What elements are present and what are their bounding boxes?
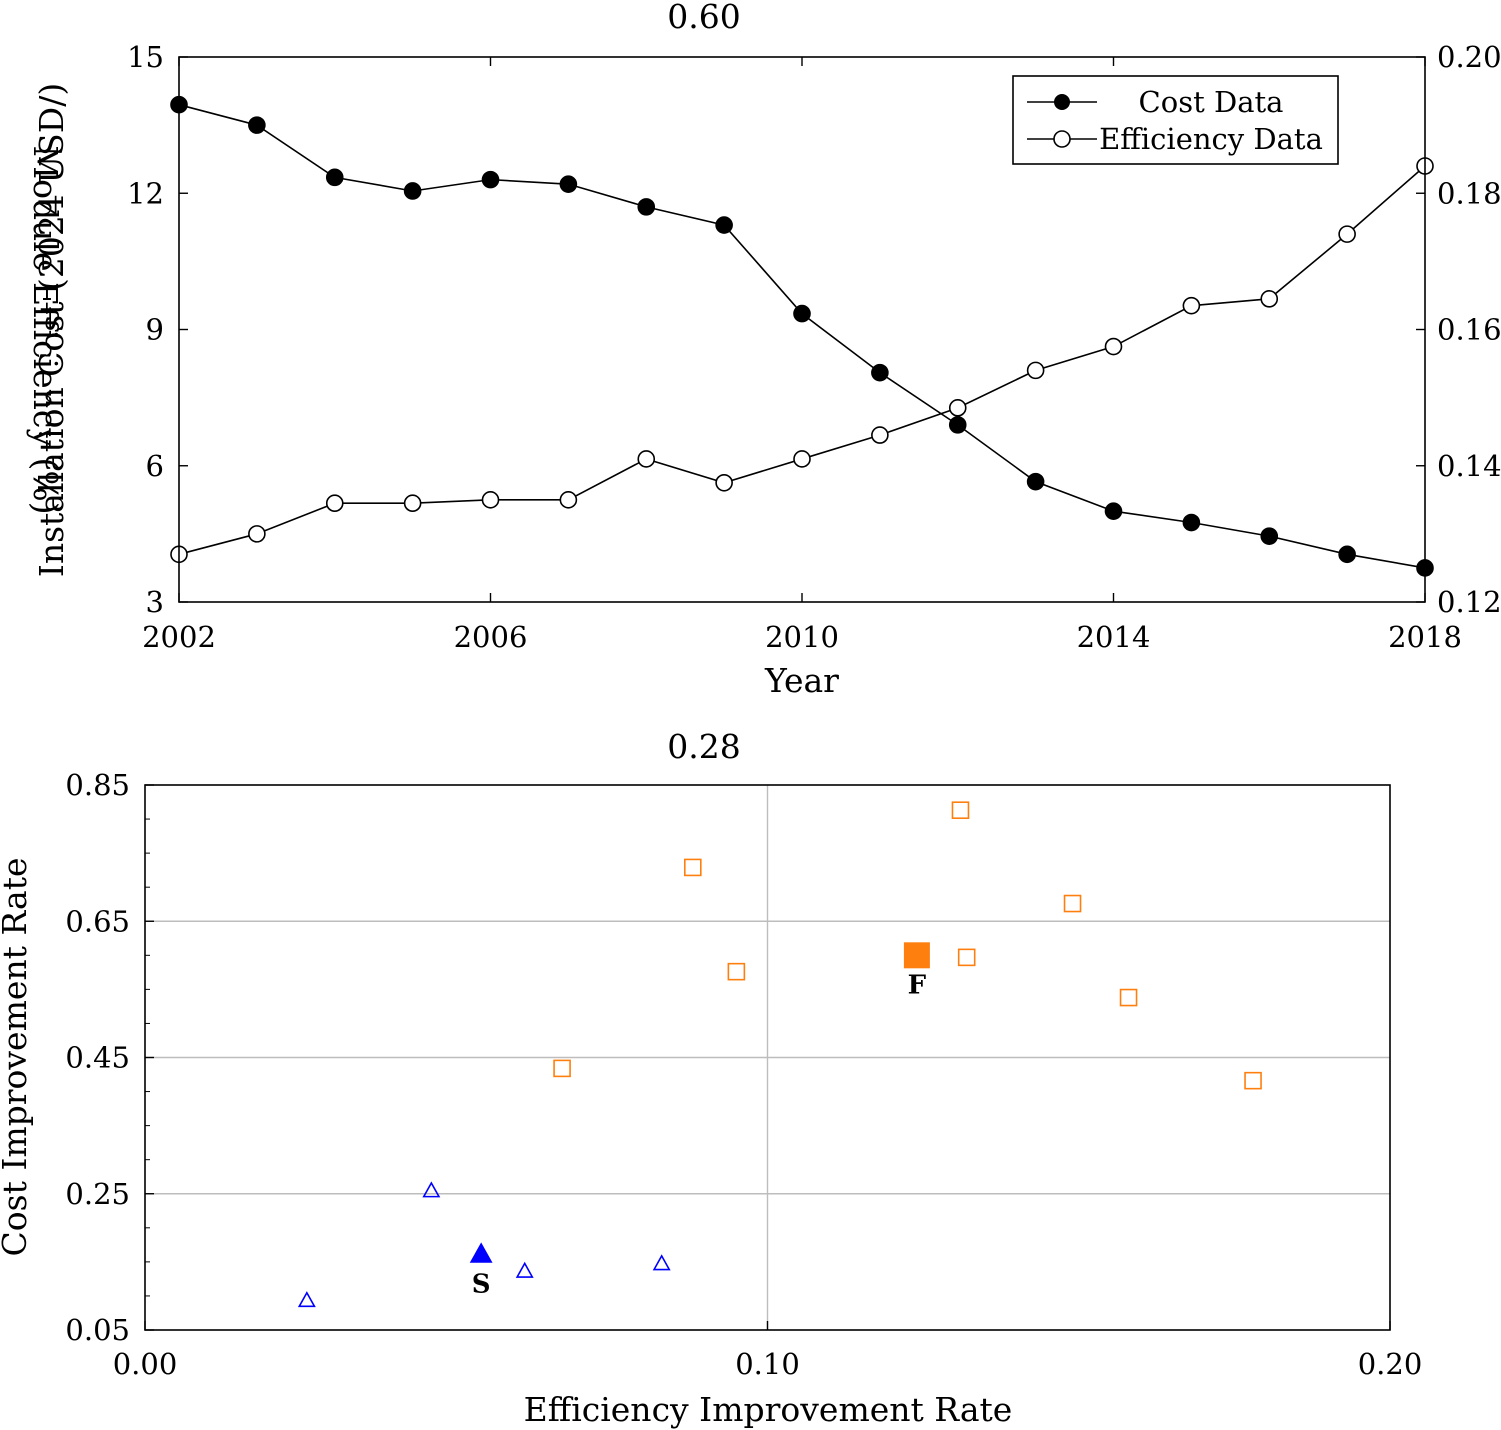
- legend-cost-marker: [1054, 94, 1070, 110]
- orange-square-point: [727, 962, 746, 981]
- efficiency-point: [481, 491, 500, 509]
- efficiency-point: [559, 491, 578, 509]
- efficiency-point: [1104, 337, 1123, 356]
- top-x-tick-label: 2018: [1388, 620, 1462, 654]
- top-chart-title: 0.60: [667, 0, 740, 36]
- top-yleft-tick-label: 3: [146, 585, 164, 619]
- efficiency-point: [1182, 296, 1201, 315]
- bottom-y-tick-label: 0.25: [65, 1177, 130, 1211]
- cost-point: [793, 304, 811, 323]
- highlight-square-F: [903, 942, 930, 969]
- blue-triangle-point: [422, 1181, 441, 1198]
- orange-square-point: [1244, 1071, 1262, 1090]
- legend-efficiency-label: Efficiency Data: [1099, 122, 1323, 156]
- top-y-axis-label-line2: Installation Cost (2024 USD/): [32, 83, 71, 577]
- cost-point: [871, 363, 889, 382]
- cost-point: [1026, 472, 1045, 491]
- efficiency-point: [1260, 290, 1279, 308]
- orange-square-point: [1063, 894, 1082, 913]
- bottom-y-tick-label: 0.05: [65, 1313, 130, 1347]
- highlight-label-F: F: [908, 970, 927, 1000]
- blue-triangle-point: [652, 1254, 671, 1271]
- top-x-tick-label: 2014: [1077, 620, 1151, 654]
- bottom-chart-title: 0.28: [667, 727, 740, 766]
- cost-point: [715, 216, 733, 234]
- cost-point: [248, 116, 266, 134]
- bottom-y-axis-label: Cost Improvement Rate: [0, 858, 34, 1257]
- top-yright-tick-label: 0.14: [1437, 449, 1501, 483]
- top-yleft-tick-label: 15: [127, 40, 164, 74]
- efficiency-point: [637, 450, 656, 468]
- efficiency-series-line: [178, 165, 1426, 556]
- top-yright-tick-label: 0.16: [1437, 313, 1501, 347]
- bottom-x-tick-label: 0.10: [735, 1347, 800, 1381]
- highlight-label-S: S: [472, 1269, 491, 1299]
- highlight-triangle-S: [469, 1242, 493, 1263]
- top-yleft-tick-label: 12: [127, 176, 164, 210]
- top-yright-tick-label: 0.12: [1437, 585, 1501, 619]
- chart-bottom: 0.28 0.050.250.450.650.850.00 0.10 0.20FS …: [0, 727, 1422, 1429]
- cost-point: [325, 168, 344, 187]
- bottom-y-tick-label: 0.85: [65, 768, 130, 802]
- top-yleft-tick-label: 6: [146, 449, 164, 483]
- cost-point: [403, 182, 422, 200]
- cost-point: [481, 170, 500, 189]
- top-y-axis-label-line1: Module Efficiency (%): [26, 145, 65, 514]
- bottom-x-tick-label: 0.00: [113, 1347, 178, 1381]
- top-tick-labels: 2002 2006 2010 2014 2018 3 6 9 12 15 0.12 0.14 0.16 0…: [127, 40, 1501, 654]
- efficiency-point: [715, 473, 733, 492]
- top-legend: Cost Data Efficiency Data: [1012, 75, 1339, 165]
- efficiency-point: [1026, 361, 1045, 380]
- blue-triangle-point: [297, 1291, 316, 1308]
- cost-point: [1104, 502, 1123, 520]
- orange-square-point: [957, 948, 976, 967]
- cost-point: [948, 416, 967, 434]
- efficiency-point: [248, 525, 266, 543]
- efficiency-point: [1338, 225, 1356, 243]
- top-yleft-tick-label: 9: [146, 313, 164, 347]
- top-yright-tick-label: 0.20: [1437, 40, 1501, 74]
- cost-series-line: [178, 103, 1426, 569]
- efficiency-point: [403, 494, 422, 513]
- orange-square-point: [1119, 988, 1138, 1007]
- orange-square-point: [951, 801, 970, 820]
- bottom-x-axis-label: Efficiency Improvement Rate: [524, 1390, 1013, 1429]
- bottom-grid: [144, 784, 1391, 1331]
- bottom-points: [297, 801, 1262, 1308]
- cost-point: [1182, 513, 1201, 532]
- top-series: [170, 95, 1434, 577]
- top-x-tick-label: 2006: [454, 620, 528, 654]
- bottom-tick-labels: 0.05 0.25 0.45 0.65 0.85 0.00 0.10 0.20 F S: [65, 768, 1422, 1381]
- blue-triangle-point: [515, 1261, 534, 1278]
- top-yright-tick-label: 0.18: [1437, 176, 1501, 210]
- cost-point: [559, 175, 578, 193]
- bottom-x-tick-label: 0.20: [1358, 1347, 1423, 1381]
- bottom-y-tick-label: 0.65: [65, 904, 130, 938]
- cost-point: [637, 198, 656, 216]
- efficiency-point: [325, 494, 344, 513]
- legend-cost-label: Cost Data: [1139, 85, 1284, 119]
- top-x-tick-label: 2002: [142, 620, 216, 654]
- orange-square-point: [683, 858, 702, 877]
- chart-top: 0.60 2002 2006 2010 2014 2018 3 6 9 12 15 0.12 0.14…: [26, 0, 1501, 700]
- legend-box: [1012, 75, 1339, 165]
- cost-point: [1260, 527, 1279, 545]
- efficiency-point: [871, 426, 889, 444]
- orange-square-point: [553, 1059, 571, 1078]
- top-x-tick-label: 2010: [765, 620, 839, 654]
- top-plot-frame: [178, 56, 1426, 603]
- cost-point: [1338, 545, 1356, 564]
- efficiency-point: [948, 399, 967, 417]
- top-x-axis-label: Year: [764, 661, 839, 700]
- efficiency-point: [793, 450, 811, 468]
- bottom-plot-frame: [144, 784, 1391, 1331]
- legend-efficiency-marker: [1053, 130, 1071, 148]
- bottom-y-tick-label: 0.45: [65, 1041, 130, 1075]
